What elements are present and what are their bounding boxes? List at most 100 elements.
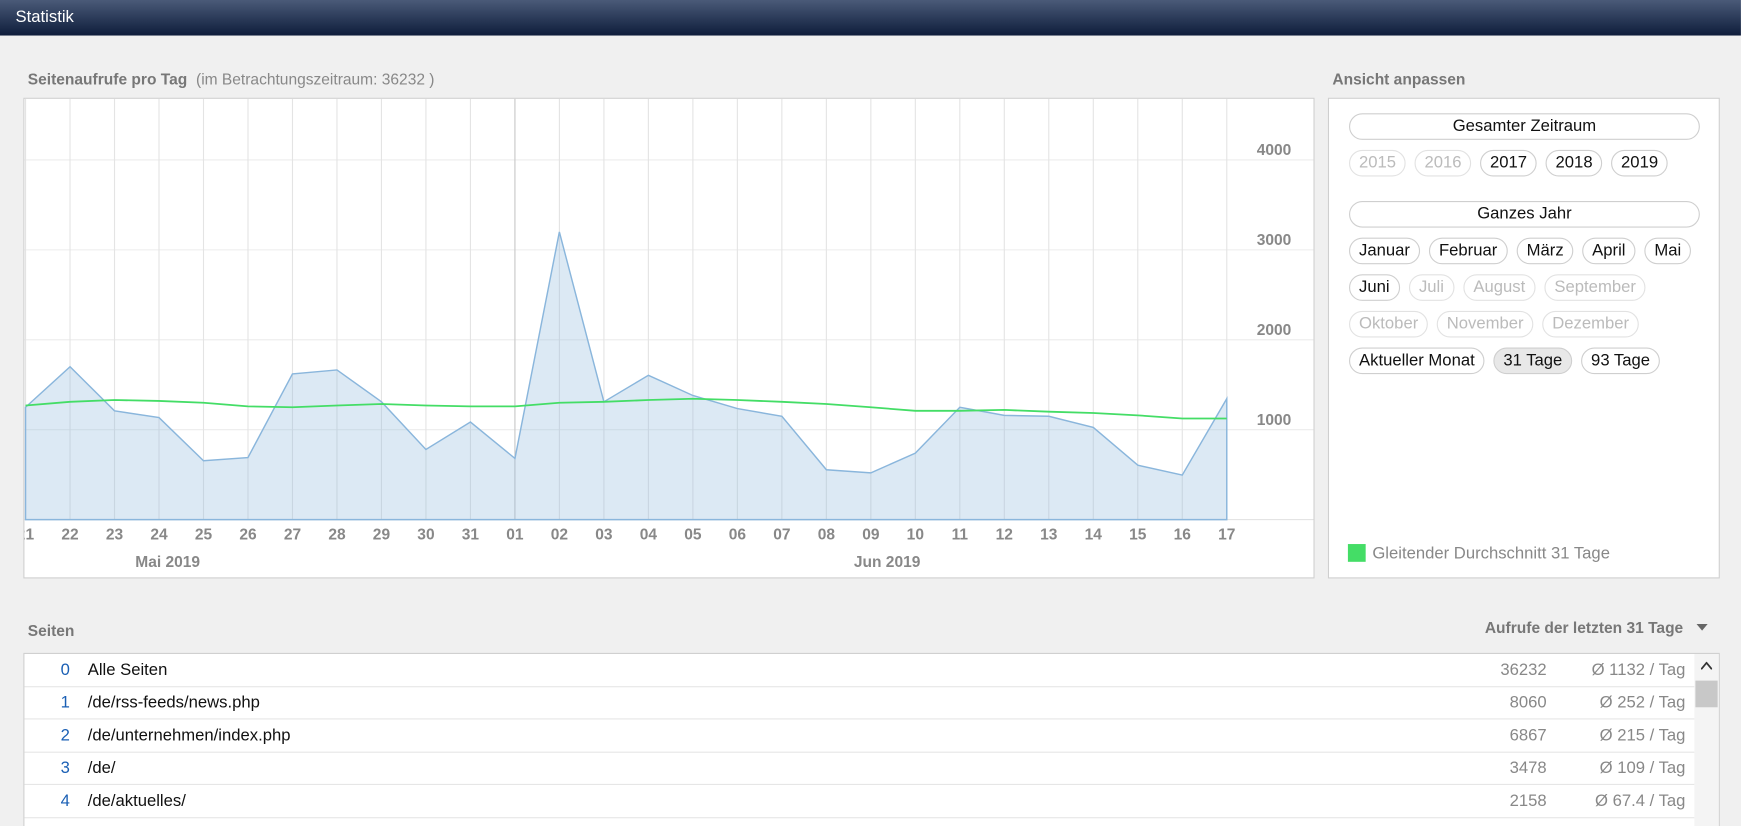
scroll-up[interactable]	[1700, 661, 1713, 670]
button[interactable]: 2018	[1545, 149, 1603, 177]
button: September	[1544, 274, 1646, 301]
button[interactable]: Ganzes Jahr	[1349, 200, 1700, 228]
x-tick-label: 15	[1129, 526, 1147, 543]
x-tick-label: 14	[1085, 526, 1103, 543]
y-tick-label: 3000	[1257, 232, 1292, 249]
daily-average: Ø 67.4 / Tag	[1594, 791, 1686, 811]
header-bar: Statistik	[0, 0, 1741, 36]
x-tick-label: 12	[996, 526, 1014, 543]
legend-swatch	[1347, 544, 1366, 562]
y-tick-label: 4000	[1257, 142, 1292, 159]
view-count: 36232	[1500, 660, 1547, 680]
x-tick-label: 23	[106, 526, 124, 543]
chart: 1000 2000 3000 4000 21 22 23 24 25 26 27 28 29 30 31 01…	[23, 98, 1314, 571]
button: 2016	[1414, 149, 1472, 177]
chart-title: Seitenaufrufe pro Tag	[27, 69, 188, 88]
view-count: 2158	[1509, 791, 1547, 811]
scrollbar[interactable]	[1694, 653, 1719, 826]
button[interactable]: März	[1516, 237, 1574, 265]
table-row[interactable]: 2/de/unternehmen/index.php 6867 Ø 215 / Ta…	[24, 719, 1695, 753]
button[interactable]: 93 Tage	[1581, 347, 1661, 375]
button: August	[1463, 274, 1536, 301]
chart-box: 1000 2000 3000 4000 21 22 23 24 25 26 27 28 29 30 31 01…	[23, 97, 1315, 579]
daily-average: Ø 1132 / Tag	[1591, 660, 1686, 680]
button: November	[1436, 310, 1534, 338]
x-tick-label: 13	[1040, 526, 1058, 543]
button[interactable]: Juni	[1349, 274, 1400, 301]
x-tick-label: 28	[328, 526, 346, 543]
x-tick-label: 05	[684, 526, 702, 543]
table-row[interactable]: 4/de/aktuelles/2158 Ø 67.4 / Tag	[24, 785, 1695, 818]
table-row[interactable]: 3/de/3478 Ø 109 / Tag	[24, 752, 1695, 786]
button: Dezember	[1542, 310, 1640, 338]
page-path: /de/aktuelles/	[87, 791, 186, 811]
sort-label[interactable]: Aufrufe der letzten 31 Tage	[1484, 618, 1684, 637]
button[interactable]: 31 Tage	[1493, 347, 1573, 375]
button[interactable]: Mai	[1644, 237, 1692, 265]
view-count: 3478	[1509, 758, 1547, 778]
x-tick-label: 16	[1174, 526, 1192, 543]
x-tick-label: 21	[23, 526, 34, 543]
line	[25, 397, 1227, 420]
page-path: /de/unternehmen/index.php	[87, 725, 291, 745]
x-tick-label: 01	[506, 526, 524, 543]
x-tick-label: 06	[729, 526, 747, 543]
page-path: /de/	[87, 758, 116, 778]
x-tick-label: 26	[239, 526, 257, 543]
row-index: 2	[60, 725, 70, 745]
x-tick-label: 29	[373, 526, 391, 543]
row-index: 4	[60, 791, 70, 811]
daily-average: Ø 215 / Tag	[1599, 725, 1686, 745]
view-count: 6867	[1509, 725, 1547, 745]
x-tick-label: 17	[1218, 526, 1235, 543]
daily-average: Ø 109 / Tag	[1599, 758, 1686, 778]
page-path: Alle Seiten	[87, 660, 168, 680]
x-tick-label: 31	[462, 526, 480, 543]
x-tick-label: 03	[595, 526, 613, 543]
x-tick-label: 02	[551, 526, 569, 543]
row-index: 0	[60, 660, 70, 680]
table-row[interactable]: 0 Alle Seiten 36232 Ø 1132 / Tag	[24, 654, 1695, 688]
x-tick-label: 04	[640, 526, 658, 543]
row-index: 3	[60, 758, 70, 778]
header-title: Statistik	[15, 7, 74, 27]
button[interactable]: Januar	[1349, 237, 1420, 265]
button[interactable]: April	[1582, 237, 1636, 265]
x-tick-label: 07	[773, 526, 790, 543]
button: Oktober	[1349, 310, 1429, 338]
x-tick-label: 24	[150, 526, 168, 543]
x-group-label: Mai 2019	[135, 554, 200, 571]
x-group-label: Jun 2019	[854, 554, 921, 571]
x-tick-label: 25	[195, 526, 213, 543]
sidebar-title: Ansicht anpassen	[1332, 69, 1466, 88]
row-index: 1	[60, 693, 70, 713]
y-tick-label: 2000	[1257, 322, 1292, 339]
table: 0 Alle Seiten 36232 Ø 1132 / Tag 1/de/rss-fe…	[23, 652, 1720, 826]
x-tick-label: 11	[952, 526, 969, 543]
x-tick-label: 09	[862, 526, 880, 543]
button: Juli	[1408, 274, 1454, 301]
button[interactable]: 2019	[1611, 149, 1669, 177]
button[interactable]: 2017	[1480, 149, 1538, 177]
chart-subtitle: (im Betrachtungszeitraum: 36232 )	[196, 69, 435, 88]
button[interactable]: Gesamter Zeitraum	[1349, 113, 1700, 140]
sidebar: Gleitender Durchschnitt 31 Tage Gesamter…	[1327, 97, 1720, 579]
chart-heading: Seitenaufrufe pro Tag (im Betrachtungsze…	[28, 70, 435, 88]
table-title: Seiten	[27, 621, 75, 640]
table-row[interactable]: 1/de/rss-feeds/news.php 8060 Ø 252 / Tag	[24, 687, 1695, 720]
x-tick-label: 10	[907, 526, 924, 543]
button[interactable]: Februar	[1428, 237, 1508, 265]
x-tick-label: 08	[818, 526, 836, 543]
sort-arrow[interactable]	[1695, 623, 1708, 632]
legend-label: Gleitender Durchschnitt 31 Tage	[1372, 544, 1610, 563]
page-path: /de/rss-feeds/news.php	[87, 693, 260, 713]
x-tick-label: 30	[417, 526, 434, 543]
x-tick-label: 22	[61, 526, 79, 543]
button: 2015	[1349, 149, 1407, 177]
scroll-thumb[interactable]	[1695, 680, 1718, 708]
y-tick-label: 1000	[1257, 412, 1292, 429]
x-tick-label: 27	[284, 526, 301, 543]
button[interactable]: Aktueller Monat	[1349, 347, 1485, 375]
daily-average: Ø 252 / Tag	[1599, 693, 1686, 713]
